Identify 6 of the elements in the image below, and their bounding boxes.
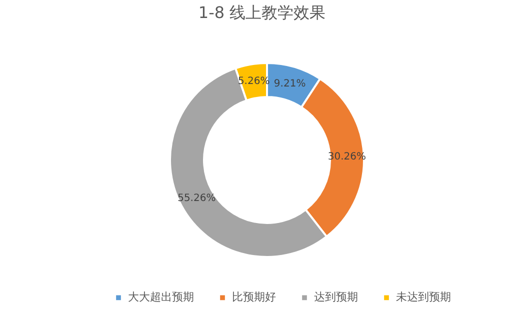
chart-title: 1-8 线上教学效果: [198, 3, 326, 22]
legend-label: 达到预期: [314, 290, 358, 304]
data-label: 9.21%: [274, 78, 306, 90]
legend-label: 大大超出预期: [128, 290, 194, 304]
legend-label: 比预期好: [232, 290, 276, 304]
legend-label: 未达到预期: [396, 290, 451, 304]
